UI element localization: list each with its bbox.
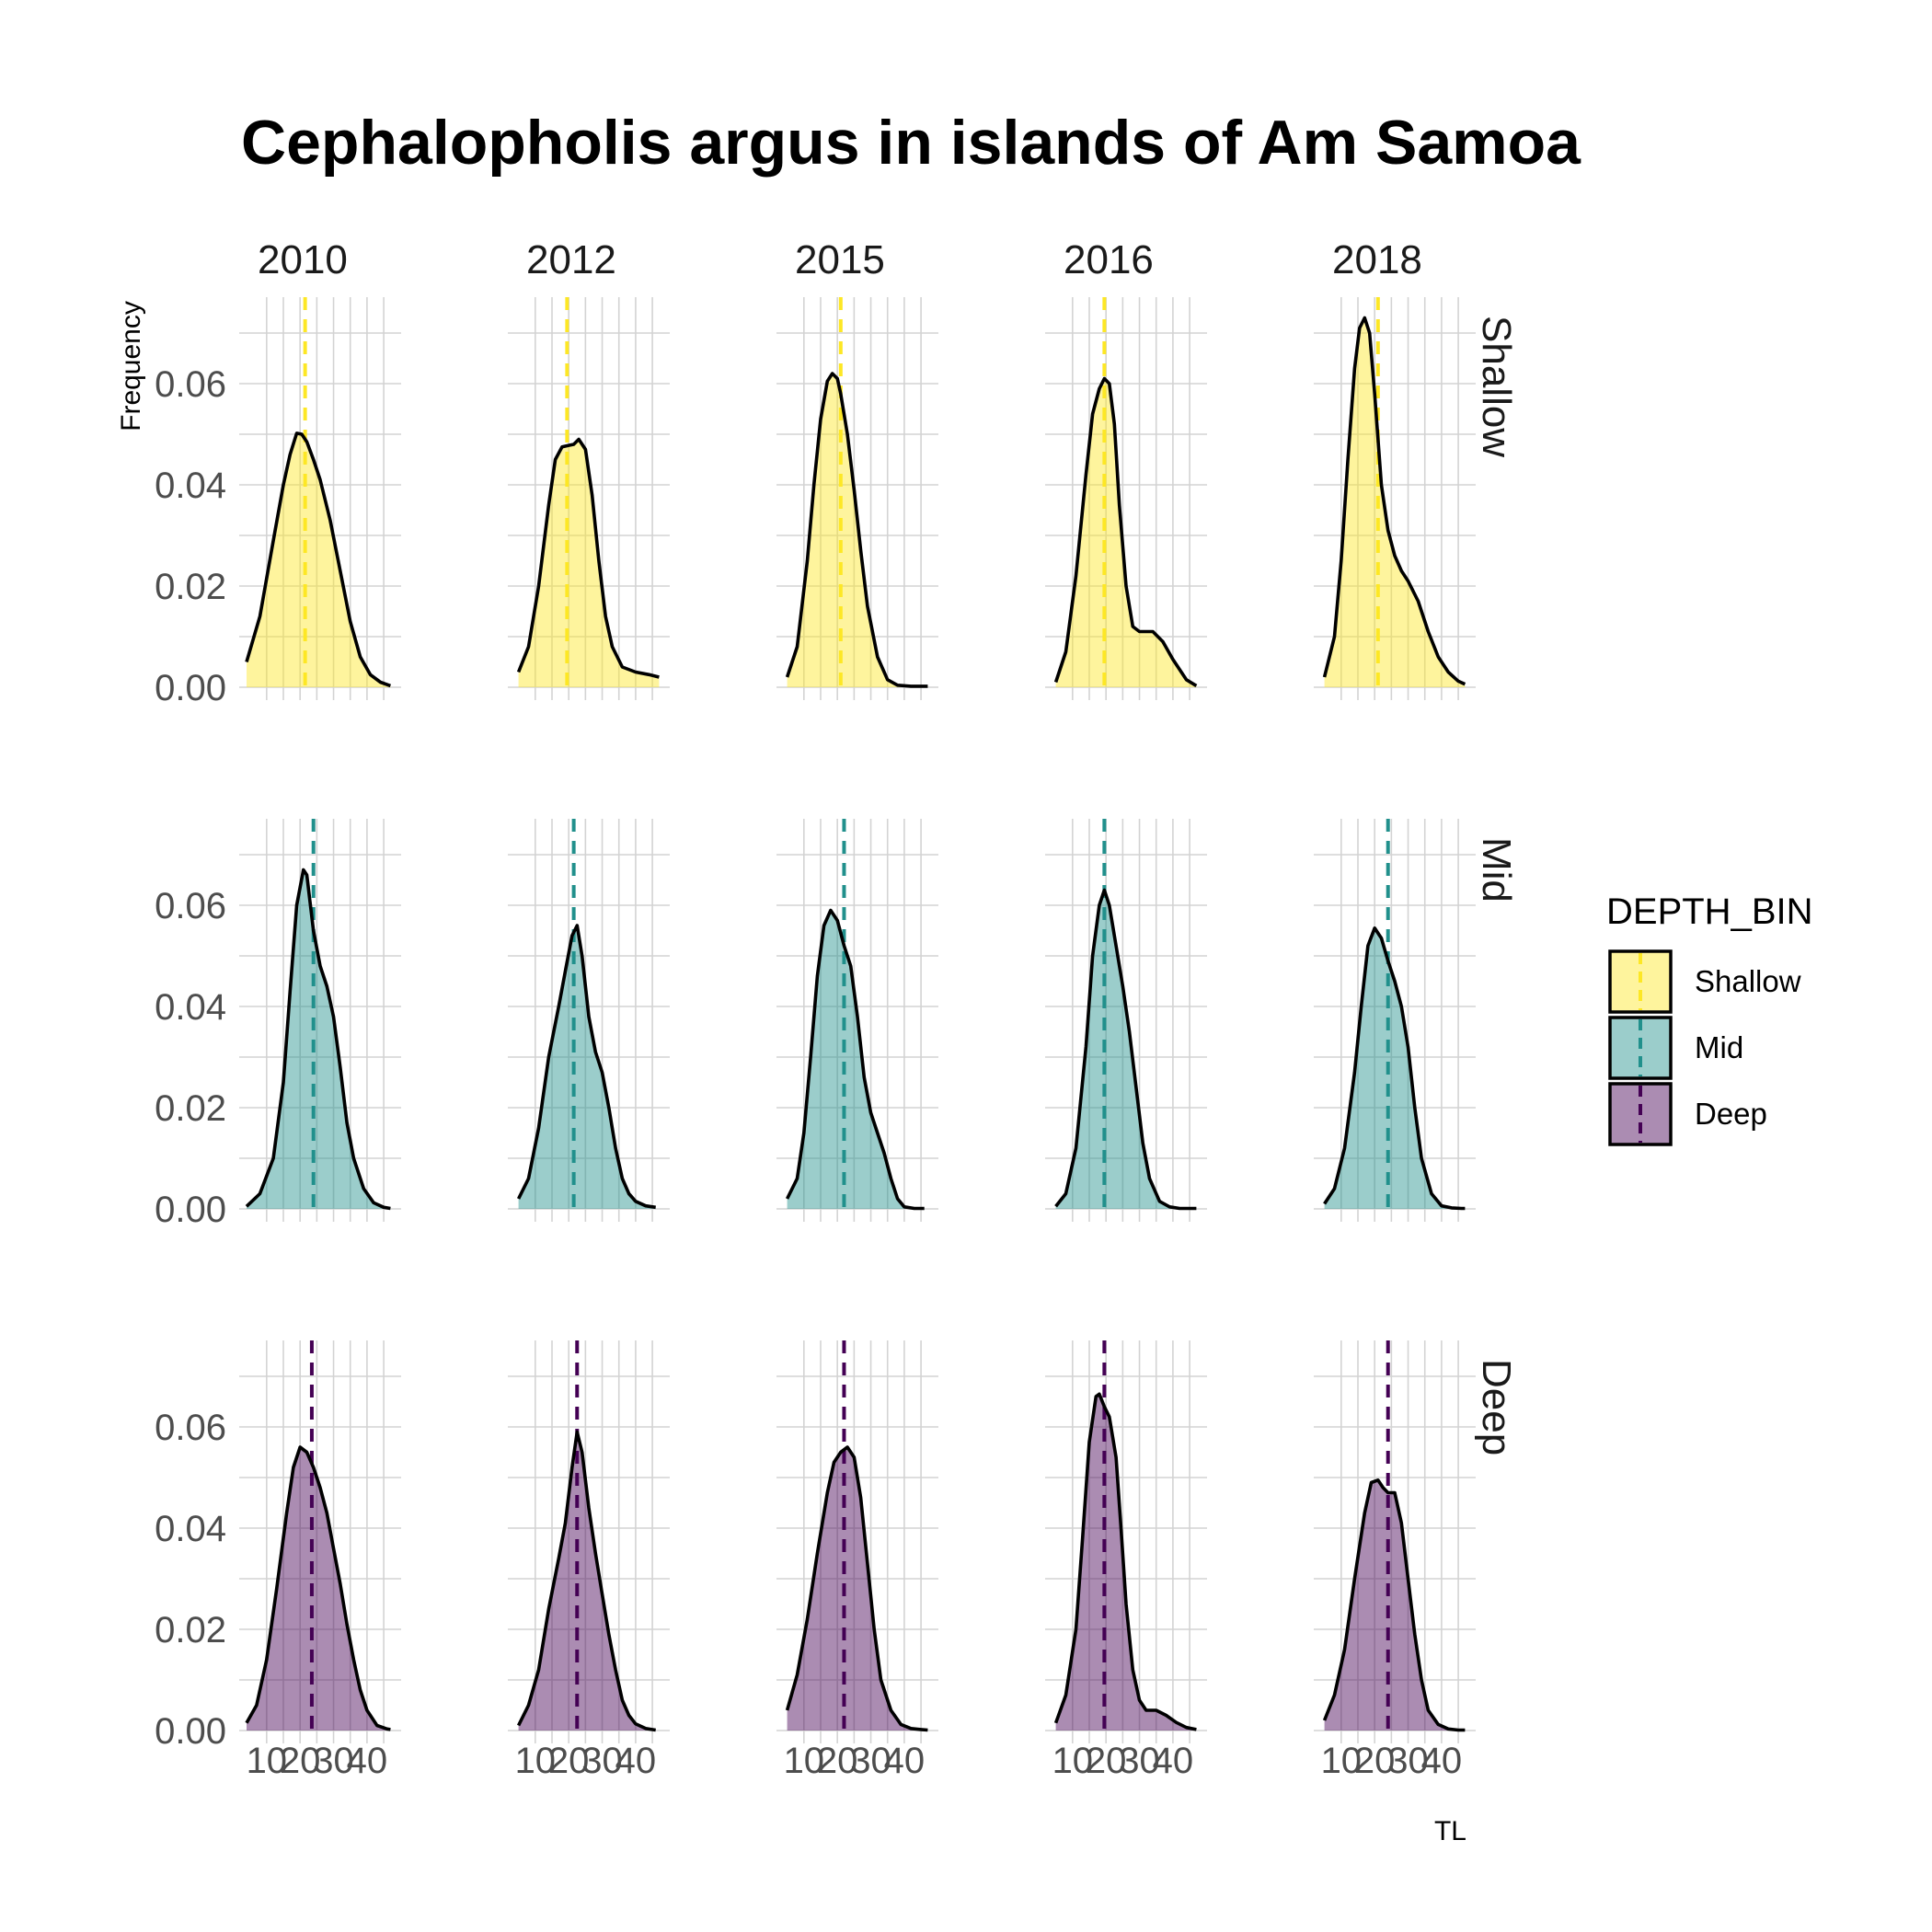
x-axis-label: TL — [1434, 1816, 1466, 1846]
y-tick-label: 0.02 — [155, 567, 226, 607]
panel-deep-2018 — [1314, 1340, 1476, 1743]
density-curve-deep-2015 — [785, 1445, 928, 1732]
legend-label: Deep — [1695, 1097, 1767, 1131]
density-curve-shallow-2016 — [1053, 376, 1198, 687]
x-tick-label: 10 — [247, 1741, 288, 1781]
density-area-shallow-2018 — [1324, 317, 1466, 687]
strip-label-2015: 2015 — [795, 237, 885, 282]
panel-shallow-2015 — [776, 297, 938, 700]
panel-shallow-2010 — [239, 297, 401, 700]
chart-title: Cephalopholis argus in islands of Am Sam… — [241, 108, 1581, 178]
density-area-shallow-2016 — [1055, 378, 1197, 687]
legend: DEPTH_BIN Shallow Mid Deep — [1606, 891, 1813, 1146]
density-area-deep-2010 — [247, 1447, 391, 1731]
strip-label-2016: 2016 — [1064, 237, 1154, 282]
panel-deep-2010 — [239, 1340, 401, 1743]
panel-deep-2016 — [1045, 1340, 1207, 1743]
x-tick-label: 40 — [347, 1741, 388, 1781]
x-tick-label: 10 — [1321, 1741, 1363, 1781]
x-tick-label: 40 — [1153, 1741, 1194, 1781]
panel-deep-2012 — [508, 1340, 670, 1743]
density-area-deep-2016 — [1055, 1394, 1197, 1731]
x-tick-label: 10 — [515, 1741, 557, 1781]
density-curve-mid-2018 — [1323, 926, 1466, 1211]
density-area-mid-2012 — [518, 926, 656, 1209]
density-area-deep-2018 — [1324, 1479, 1466, 1731]
density-area-mid-2010 — [247, 869, 391, 1209]
y-tick-label: 0.04 — [155, 466, 226, 506]
x-tick-label: 40 — [1421, 1741, 1463, 1781]
density-area-mid-2015 — [787, 910, 925, 1209]
density-area-deep-2012 — [518, 1432, 656, 1731]
y-tick-label: 0.00 — [155, 1711, 226, 1752]
x-tick-label: 10 — [784, 1741, 825, 1781]
panel-mid-2016 — [1045, 819, 1207, 1222]
x-tick-label: 10 — [1052, 1741, 1094, 1781]
x-tick-label: 30 — [581, 1741, 623, 1781]
density-area-mid-2018 — [1324, 927, 1466, 1209]
density-curve-mid-2010 — [245, 868, 391, 1211]
x-tick-label: 40 — [884, 1741, 926, 1781]
x-tick-label: 20 — [548, 1741, 590, 1781]
legend-title: DEPTH_BIN — [1606, 891, 1813, 932]
y-tick-label: 0.02 — [155, 1610, 226, 1650]
y-tick-label: 0.00 — [155, 668, 226, 708]
x-tick-label: 30 — [850, 1741, 891, 1781]
density-curve-shallow-2010 — [245, 431, 392, 688]
x-tick-label: 20 — [1354, 1741, 1396, 1781]
y-tick-label: 0.04 — [155, 987, 226, 1028]
x-tick-label: 20 — [1086, 1741, 1127, 1781]
density-curve-mid-2016 — [1054, 888, 1197, 1211]
y-tick-label: 0.02 — [155, 1088, 226, 1129]
density-area-deep-2015 — [787, 1447, 928, 1731]
panel-shallow-2018 — [1314, 297, 1476, 700]
density-curve-shallow-2012 — [516, 437, 660, 679]
density-area-shallow-2012 — [518, 439, 660, 687]
x-tick-label: 40 — [615, 1741, 657, 1781]
strip-label-mid: Mid — [1474, 837, 1519, 903]
facet-panels: 0.00 0.02 0.04 0.06 0.00 0.02 0.04 0.06 0.00 0.02… — [155, 237, 1519, 1781]
legend-label: Shallow — [1695, 964, 1801, 998]
density-curve-shallow-2018 — [1322, 316, 1466, 686]
legend-item-shallow: Shallow — [1608, 949, 1801, 1014]
density-curve-mid-2012 — [516, 924, 656, 1210]
panel-shallow-2012 — [508, 297, 670, 700]
strip-label-2010: 2010 — [258, 237, 348, 282]
x-tick-label: 20 — [817, 1741, 858, 1781]
legend-item-deep: Deep — [1608, 1082, 1767, 1146]
density-curve-mid-2015 — [785, 908, 925, 1211]
legend-label: Mid — [1695, 1030, 1743, 1064]
strip-label-deep: Deep — [1474, 1359, 1519, 1455]
panel-shallow-2016 — [1045, 297, 1207, 700]
y-tick-label: 0.04 — [155, 1509, 226, 1549]
x-tick-label: 30 — [1387, 1741, 1429, 1781]
x-tick-label: 20 — [280, 1741, 321, 1781]
y-tick-label: 0.06 — [155, 1408, 226, 1448]
strip-label-2012: 2012 — [526, 237, 616, 282]
density-curve-shallow-2015 — [785, 372, 928, 688]
panel-mid-2010 — [239, 819, 401, 1222]
panel-deep-2015 — [776, 1340, 938, 1743]
y-tick-label: 0.06 — [155, 886, 226, 926]
x-tick-label: 30 — [1119, 1741, 1160, 1781]
panel-mid-2018 — [1314, 819, 1476, 1222]
legend-item-mid: Mid — [1608, 1016, 1743, 1080]
panel-mid-2015 — [776, 819, 938, 1222]
density-curve-deep-2016 — [1053, 1392, 1197, 1731]
x-tick-label: 30 — [313, 1741, 354, 1781]
y-tick-label: 0.06 — [155, 364, 226, 405]
strip-label-2018: 2018 — [1332, 237, 1422, 282]
y-tick-label: 0.00 — [155, 1190, 226, 1230]
panel-mid-2012 — [508, 819, 670, 1222]
y-axis-label: Frequency — [116, 301, 146, 431]
density-curve-deep-2010 — [245, 1445, 391, 1731]
strip-label-shallow: Shallow — [1474, 316, 1519, 457]
density-curve-deep-2012 — [516, 1430, 656, 1732]
density-curve-deep-2018 — [1322, 1478, 1466, 1732]
density-area-mid-2016 — [1055, 890, 1197, 1209]
